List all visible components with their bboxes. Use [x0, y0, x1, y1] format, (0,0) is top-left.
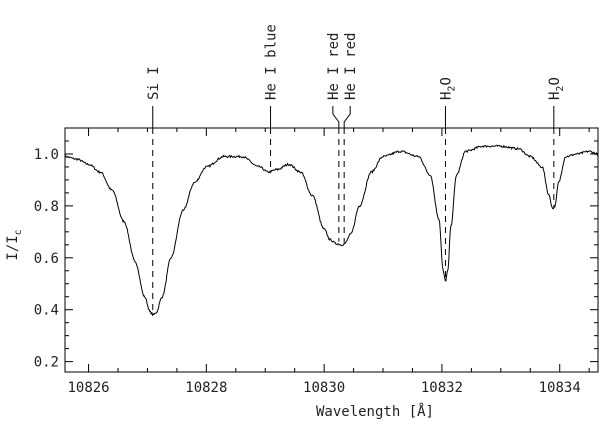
x-tick-label: 10826: [67, 380, 109, 396]
line-marker: He I red: [326, 33, 342, 242]
x-tick-label: 10832: [421, 380, 463, 396]
line-marker: H2O: [438, 77, 457, 280]
y-tick-label: 0.4: [34, 303, 59, 319]
y-tick-label: 0.8: [34, 199, 59, 215]
marker-label: He I red: [343, 33, 359, 100]
marker-label: He I blue: [264, 24, 280, 100]
marker-stem: [332, 106, 340, 128]
y-axis-label-subscript: c: [13, 229, 24, 235]
marker-label: H2O: [547, 77, 566, 100]
line-marker: Si I: [146, 66, 162, 313]
y-tick-label: 0.2: [34, 355, 59, 371]
line-marker: He I red: [343, 33, 359, 243]
y-axis-label: I/Ic: [5, 229, 24, 260]
marker-label: H2O: [438, 77, 457, 100]
marker-label: He I red: [326, 33, 342, 100]
x-axis-label: Wavelength [Å]: [316, 403, 434, 420]
spectrum-line: [64, 144, 599, 317]
x-tick-label: 10830: [303, 380, 345, 396]
x-tick-label: 10834: [539, 380, 581, 396]
spectrum-plot: [64, 144, 599, 317]
y-axis-label-main: I/I: [5, 235, 21, 260]
line-marker: H2O: [547, 77, 566, 207]
marker-stem: [343, 106, 351, 128]
line-marker: He I blue: [264, 24, 280, 171]
y-tick-label: 1.0: [34, 147, 59, 163]
axes: 10826 10828 10830 10832 10834 0.2 0.4 0.6 0.8 1.0: [34, 127, 599, 396]
line-markers: Si I He I blue He I red He I red H2O H2O: [146, 24, 566, 313]
x-tick-label: 10828: [185, 380, 227, 396]
plot-frame: [64, 127, 599, 373]
marker-label: Si I: [146, 66, 162, 100]
y-tick-label: 0.6: [34, 251, 59, 267]
